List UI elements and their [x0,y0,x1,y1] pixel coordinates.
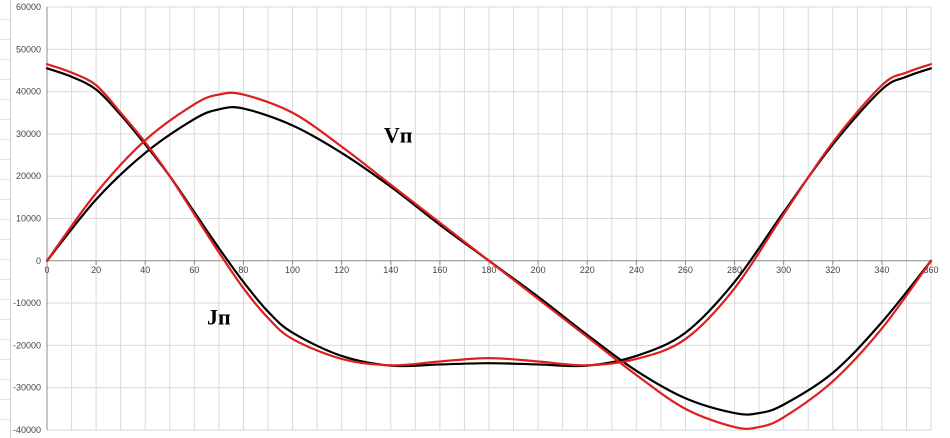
y-tick-label: -20000 [13,340,41,350]
x-tick-label: 100 [285,265,300,275]
x-tick-label: 300 [776,265,791,275]
spreadsheet-row-gutter [0,0,11,438]
y-tick-label: -10000 [13,298,41,308]
x-tick-label: 80 [238,265,248,275]
series-line-1 [45,91,933,430]
x-tick-label: 40 [140,265,150,275]
y-tick-label: -40000 [13,425,41,435]
x-tick-label: 160 [432,265,447,275]
y-tick-labels: 60000 50000 40000 30000 20000 10000 0 -10000 -20… [13,2,41,435]
x-tick-label: 340 [874,265,889,275]
y-tick-label: 60000 [16,2,41,12]
y-tick-label: 40000 [16,87,41,97]
x-tick-label: 240 [629,265,644,275]
x-tick-label: 120 [334,265,349,275]
x-tick-label: 200 [531,265,546,275]
x-tick-labels: 0 20 40 60 80 100 120 140 160 180 200 220 240 260 280 3… [44,265,938,275]
x-tick-label: 320 [825,265,840,275]
series [45,63,933,430]
curve-annotation: Jп [207,304,231,329]
y-tick-label: 50000 [16,44,41,54]
y-tick-label: 0 [36,256,41,266]
y-tick-label: -30000 [13,383,41,393]
series-line-3 [45,63,933,367]
grid [47,6,932,431]
annotations: Vп Jп [207,122,413,329]
x-tick-label: 60 [189,265,199,275]
x-tick-label: 260 [678,265,693,275]
x-tick-label: 360 [923,265,938,275]
x-tick-label: 20 [91,265,101,275]
y-tick-label: 20000 [16,171,41,181]
y-tick-label: 30000 [16,129,41,139]
y-tick-label: 10000 [16,214,41,224]
x-tick-label: 220 [580,265,595,275]
x-tick-label: 280 [727,265,742,275]
curve-annotation: Vп [384,122,413,147]
x-tick-label: 0 [44,265,49,275]
x-tick-label: 180 [481,265,496,275]
x-tick-label: 140 [383,265,398,275]
